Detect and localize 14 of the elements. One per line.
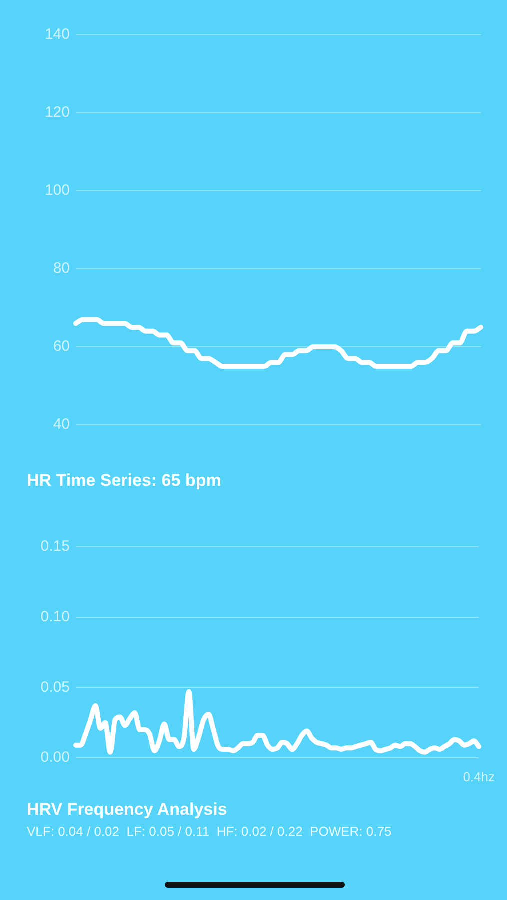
y-tick-label: 80 xyxy=(53,260,70,278)
y-tick-label: 0.15 xyxy=(40,538,70,556)
text: VLF: 0.04 / 0.02 LF: 0.05 / 0.11 HF: 0.02 / 0.22 POWER: 0.75 xyxy=(27,824,392,840)
y-tick-label: 0.00 xyxy=(40,749,70,766)
y-tick-label: 120 xyxy=(44,104,70,122)
y-tick-label: 60 xyxy=(53,338,70,356)
y-tick-label: 40 xyxy=(53,416,70,434)
x-tick-label: 0.4hz xyxy=(463,769,496,784)
text: HRV Frequency Analysis xyxy=(27,800,228,820)
y-tick-label: 0.10 xyxy=(40,608,70,626)
y-tick-label: 0.05 xyxy=(40,678,70,696)
y-tick-label: 140 xyxy=(44,26,70,44)
y-tick-label: 100 xyxy=(44,182,70,200)
text: HR Time Series: 65 bpm xyxy=(27,471,222,491)
